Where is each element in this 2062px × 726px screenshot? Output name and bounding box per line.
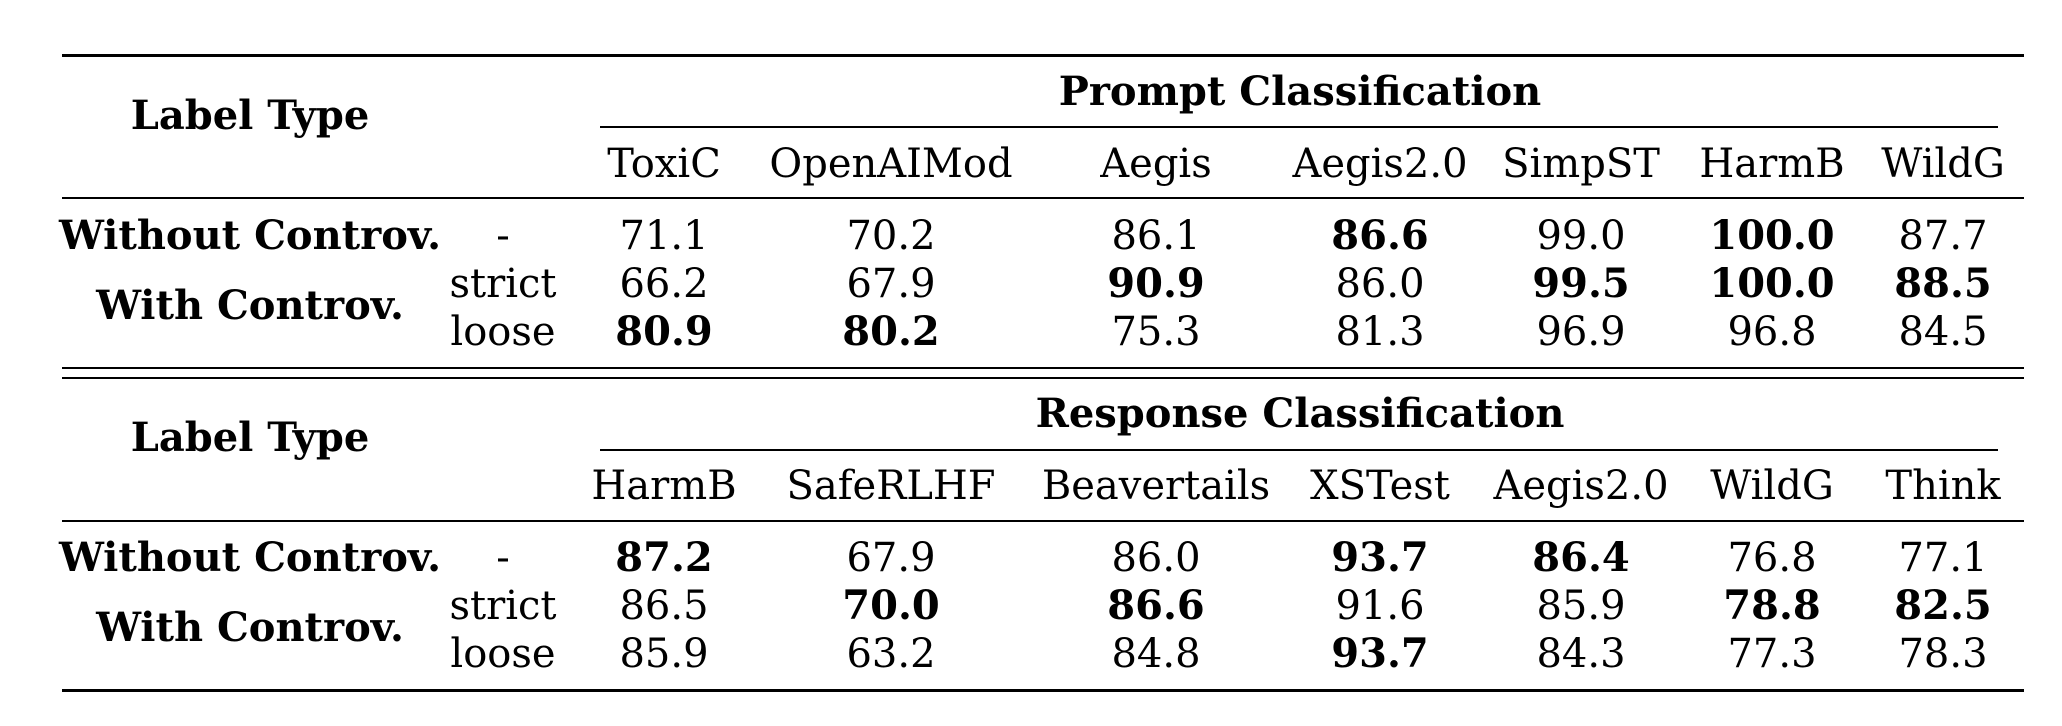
table-cell: 80.2	[842, 308, 940, 355]
table-cell: 66.2	[619, 261, 709, 307]
table-cell: 78.8	[1723, 582, 1821, 629]
table-cell: 86.0	[1111, 535, 1201, 581]
table-cell: 84.5	[1898, 309, 1988, 355]
row-label: Without Controv.	[58, 212, 442, 259]
table-cell: 86.6	[1107, 582, 1205, 629]
column-header: XSTest	[1310, 463, 1450, 509]
table-cell: 86.4	[1532, 534, 1630, 581]
table-cell: 93.7	[1331, 534, 1429, 581]
section-double-rule-upper	[62, 367, 2024, 369]
table-cell: 99.5	[1532, 260, 1630, 307]
label-type-header: Label Type	[130, 414, 370, 461]
table-cell: 84.8	[1111, 631, 1201, 677]
variant-label: strict	[449, 261, 557, 307]
table-cell: 70.0	[842, 582, 940, 629]
column-header: Aegis	[1100, 141, 1212, 187]
table-cell: 86.0	[1335, 261, 1425, 307]
column-header: WildG	[1881, 141, 2005, 187]
prompt-header-rule	[62, 197, 2024, 199]
variant-label: strict	[449, 583, 557, 629]
table-cell: 84.3	[1536, 631, 1626, 677]
table-cell: 85.9	[619, 631, 709, 677]
table-cell: 77.3	[1727, 631, 1817, 677]
table-cell: 70.2	[846, 213, 936, 259]
variant-label: loose	[450, 309, 556, 355]
table-cell: 100.0	[1709, 212, 1835, 259]
table-cell: 85.9	[1536, 583, 1626, 629]
section-double-rule-lower	[62, 377, 2024, 379]
column-header: Beavertails	[1041, 463, 1271, 509]
variant-label: loose	[450, 631, 556, 677]
column-header: WildG	[1710, 463, 1834, 509]
table-cell: 86.5	[619, 583, 709, 629]
label-type-header: Label Type	[130, 92, 370, 139]
table-cell: 99.0	[1536, 213, 1626, 259]
response-header-rule	[62, 520, 2024, 522]
row-label: Without Controv.	[58, 534, 442, 581]
prompt-group-underline	[600, 126, 1998, 128]
table-cell: 87.2	[615, 534, 713, 581]
response-group-underline	[600, 449, 1998, 451]
group-title: Response Classification	[1035, 390, 1565, 437]
table-cell: 93.7	[1331, 630, 1429, 677]
table-cell: 75.3	[1111, 309, 1201, 355]
table-cell: 88.5	[1894, 260, 1992, 307]
table-cell: 81.3	[1335, 309, 1425, 355]
table-cell: 90.9	[1107, 260, 1205, 307]
table-cell: 76.8	[1727, 535, 1817, 581]
column-header: Aegis2.0	[1493, 463, 1669, 509]
table-cell: 67.9	[846, 261, 936, 307]
variant-label: -	[496, 535, 510, 581]
row-label: With Controv.	[96, 604, 404, 651]
column-header: SimpST	[1502, 141, 1660, 187]
table-cell: 100.0	[1709, 260, 1835, 307]
table-cell: 71.1	[619, 213, 709, 259]
column-header: ToxiC	[607, 141, 721, 187]
table-cell: 77.1	[1898, 535, 1988, 581]
table-cell: 87.7	[1898, 213, 1988, 259]
table-cell: 86.6	[1331, 212, 1429, 259]
bottom-rule	[62, 689, 2024, 692]
column-header: HarmB	[591, 463, 737, 509]
table-cell: 86.1	[1111, 213, 1201, 259]
top-rule	[62, 54, 2024, 57]
column-header: Aegis2.0	[1292, 141, 1468, 187]
column-header: SafeRLHF	[786, 463, 996, 509]
column-header: Think	[1885, 463, 2001, 509]
table-cell: 96.8	[1727, 309, 1817, 355]
group-title: Prompt Classification	[1058, 68, 1542, 115]
table-cell: 63.2	[846, 631, 936, 677]
table-cell: 82.5	[1894, 582, 1992, 629]
column-header: OpenAIMod	[769, 141, 1013, 187]
table-cell: 91.6	[1335, 583, 1425, 629]
table-cell: 78.3	[1898, 631, 1988, 677]
table-cell: 67.9	[846, 535, 936, 581]
table-cell: 80.9	[615, 308, 713, 355]
table-cell: 96.9	[1536, 309, 1626, 355]
row-label: With Controv.	[96, 282, 404, 329]
variant-label: -	[496, 213, 510, 259]
column-header: HarmB	[1699, 141, 1845, 187]
